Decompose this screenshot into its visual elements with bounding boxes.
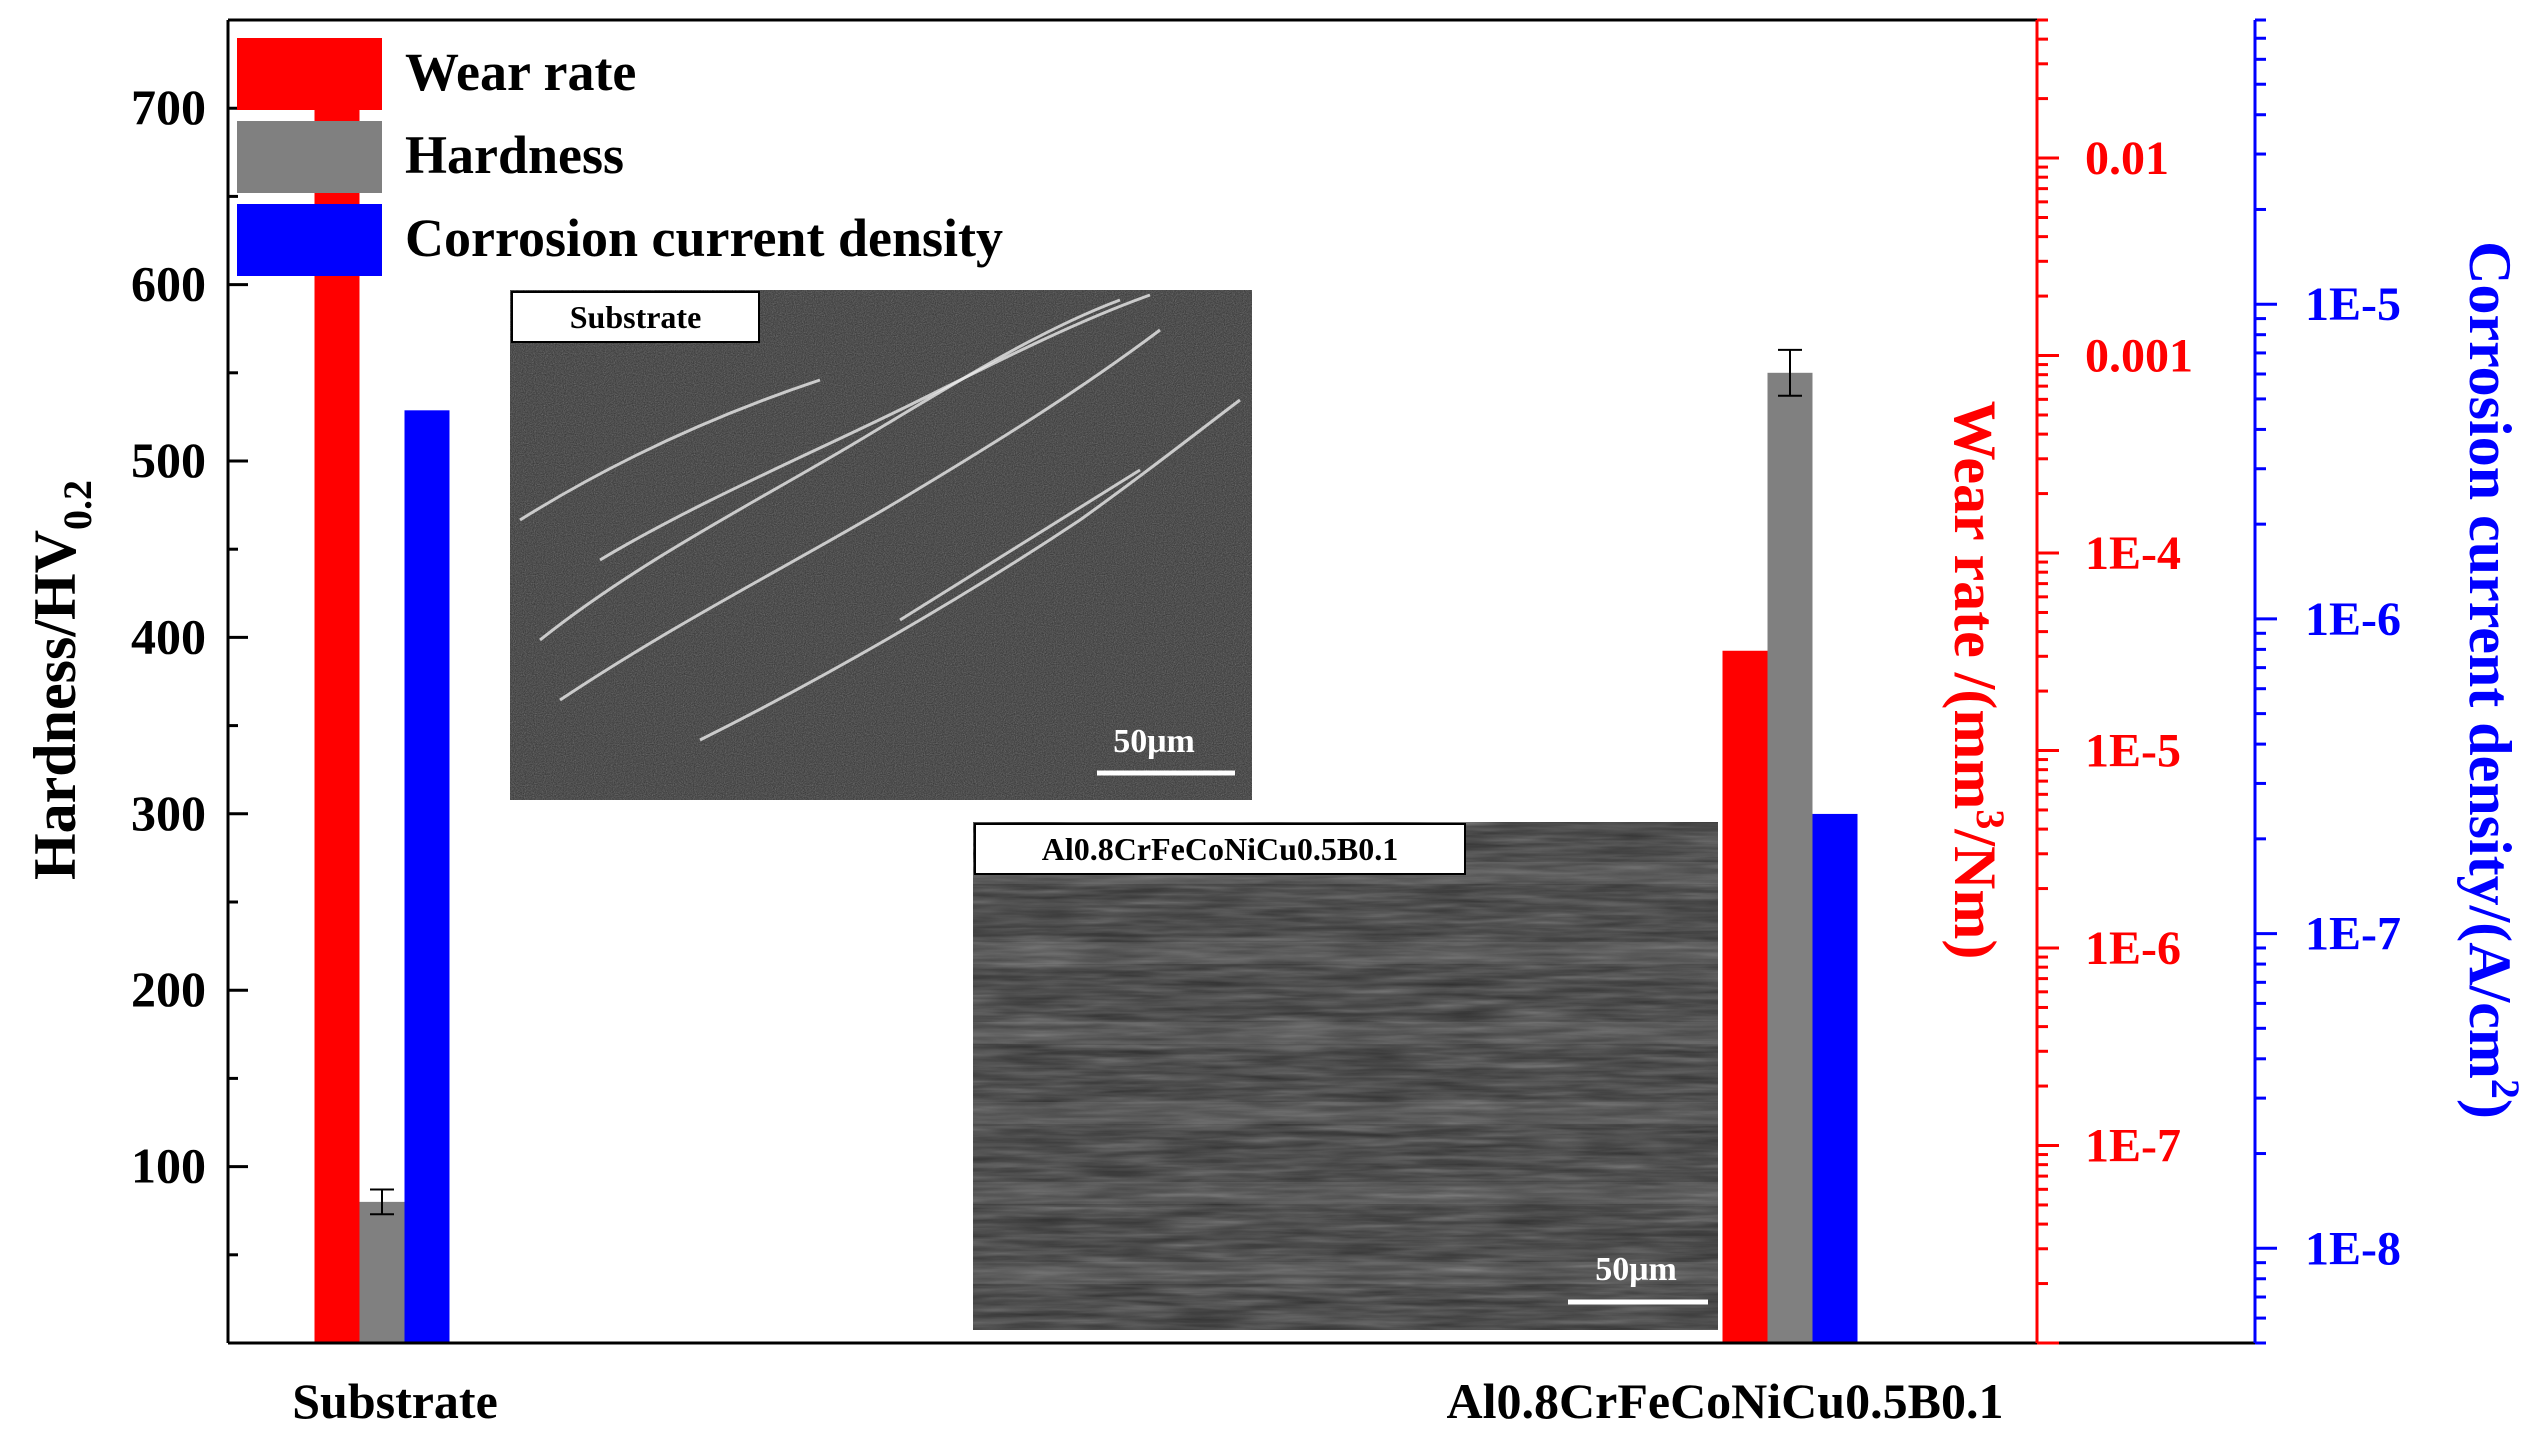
inset-layer: Substrate 50μm Al0.8CrFeCoNiCu0.5B0.1 50μm <box>510 290 1718 1330</box>
inset-label: Al0.8CrFeCoNiCu0.5B0.1 <box>1042 831 1398 867</box>
bar-wear-rate <box>1722 650 1768 1343</box>
wear-groove <box>973 942 1718 964</box>
wear-tick-label: 0.01 <box>2085 132 2169 185</box>
sem-image-texture <box>973 822 1718 1330</box>
bar-hardness <box>359 1201 405 1343</box>
wear-ridge <box>559 328 1161 702</box>
legend-label: Corrosion current density <box>405 208 1003 268</box>
scale-bar-label: 50μm <box>1113 723 1195 760</box>
corrosion-axis-title: Corrosion current density/(A/cm2) <box>2457 241 2528 1119</box>
wear-ridge <box>519 378 821 522</box>
hardness-tick-label: 400 <box>131 608 206 664</box>
corrosion-tick-label: 1E-5 <box>2305 278 2401 331</box>
sem-image-texture <box>510 290 1252 800</box>
wear-ridge <box>539 298 1121 642</box>
hardness-tick-label: 700 <box>131 79 206 135</box>
hardness-tick-label: 300 <box>131 785 206 841</box>
axis-layer: 100 200 300 400 500 600 700 Hardness/HV0.2 1E-7 1… <box>22 18 2528 1429</box>
legend-label: Wear rate <box>405 42 636 102</box>
error-bar <box>370 1188 394 1216</box>
bar-hardness <box>1767 372 1813 1343</box>
wear-groove <box>973 1022 1718 1044</box>
inset-label-box <box>511 291 760 343</box>
inset-label-box <box>974 823 1466 875</box>
legend-swatch <box>237 204 382 276</box>
sem-image-shade <box>510 290 1252 800</box>
hardness-tick-label: 600 <box>131 256 206 312</box>
bar-wear-rate <box>314 107 360 1343</box>
category-label: Al0.8CrFeCoNiCu0.5B0.1 <box>1447 1373 2004 1429</box>
wear-tick-label: 1E-5 <box>2085 725 2181 778</box>
legend-swatch <box>237 121 382 193</box>
hardness-tick-label: 500 <box>131 432 206 488</box>
sem-inset: Al0.8CrFeCoNiCu0.5B0.1 50μm <box>973 822 1718 1330</box>
wear-groove <box>973 1262 1718 1284</box>
legend-swatch <box>237 38 382 110</box>
corrosion-tick-label: 1E-6 <box>2305 593 2401 646</box>
wear-tick-label: 1E-4 <box>2085 527 2181 580</box>
wear-groove <box>973 1182 1718 1204</box>
inset-label: Substrate <box>570 299 702 335</box>
sem-inset: Substrate 50μm <box>510 290 1252 800</box>
bar-corrosion-current-density <box>404 410 450 1343</box>
bar-corrosion-current-density <box>1812 813 1858 1343</box>
category-label: Substrate <box>292 1373 498 1429</box>
wear-ridge <box>599 293 1151 562</box>
legend-label: Hardness <box>405 125 624 185</box>
wear-ridge <box>899 468 1141 622</box>
wear-ridge <box>699 398 1241 742</box>
wear-axis-title: Wear rate /(mm3/Nm) <box>1942 401 2013 960</box>
bar-layer <box>314 107 1858 1343</box>
hardness-axis-title: Hardness/HV0.2 <box>22 480 100 880</box>
wear-tick-label: 1E-6 <box>2085 922 2181 975</box>
sem-image-shade <box>973 822 1718 1330</box>
corrosion-tick-label: 1E-8 <box>2305 1222 2401 1275</box>
corrosion-tick-label: 1E-7 <box>2305 908 2401 961</box>
legend-layer: Wear rate Hardness Corrosion current densi… <box>237 38 1003 276</box>
wear-groove <box>973 1102 1718 1124</box>
wear-tick-label: 1E-7 <box>2085 1120 2181 1173</box>
hardness-tick-label: 200 <box>131 961 206 1017</box>
error-bar <box>1778 348 1802 397</box>
hardness-tick-label: 100 <box>131 1138 206 1194</box>
scale-bar-label: 50μm <box>1595 1251 1677 1288</box>
wear-tick-label: 0.001 <box>2085 330 2193 383</box>
